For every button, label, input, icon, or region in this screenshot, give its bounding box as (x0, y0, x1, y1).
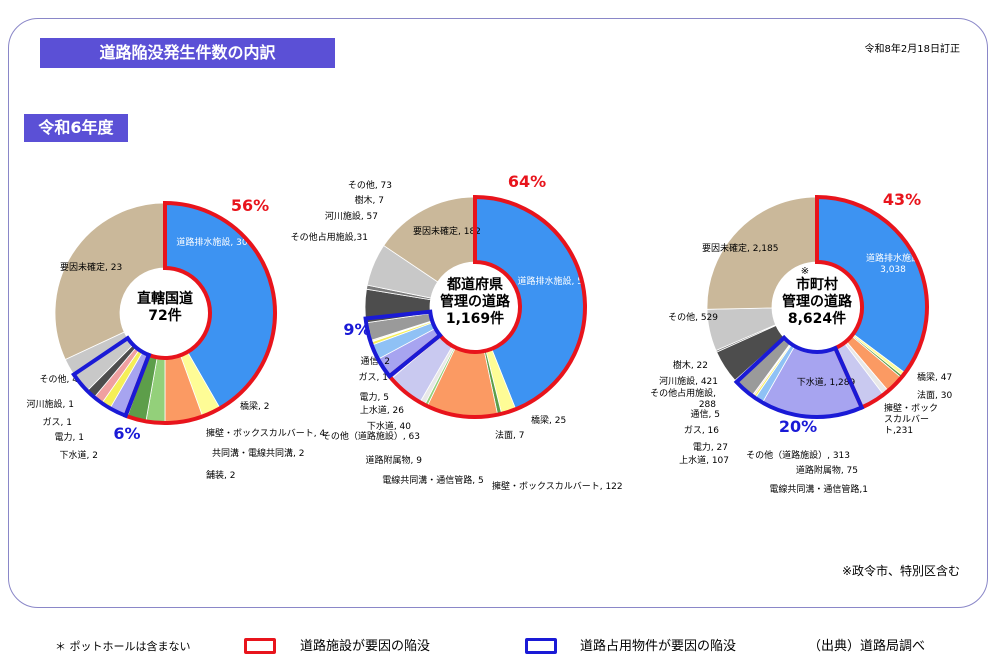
chart2-title: 都道府県管理の道路 (440, 276, 511, 310)
footnote-designated-cities: ※政令市、特別区含む (841, 564, 960, 578)
chart3-label-other_facility: その他（道路施設）, 313 (746, 449, 850, 461)
chart1-label-unknown: 要因未確定, 23 (60, 261, 122, 273)
chart2-label-other_occupancy: その他占用施設,31 (291, 231, 368, 243)
chart3-label-gas: ガス, 16 (684, 425, 719, 436)
chart3-label-sewer: 下水道, 1,289 (797, 376, 856, 388)
chart1-center-hole (120, 268, 210, 358)
chart2-label-trees: 樹木, 7 (355, 194, 384, 206)
chart3-total: 8,624件 (788, 310, 846, 327)
chart1-label-gas: ガス, 1 (43, 417, 72, 428)
page-title: 道路陥没発生件数の内訳 (40, 38, 335, 68)
source-note: （出典）道路局調べ (808, 639, 926, 654)
chart3-title: 市町村管理の道路 (782, 276, 853, 310)
chart2-occupancy-outline (363, 309, 443, 380)
chart3-label-telecom: 通信, 5 (691, 408, 720, 420)
chart3-label-other_attach: 道路附属物, 75 (796, 464, 858, 476)
chart3-label-bridge: 橋梁, 47 (917, 371, 952, 383)
legend-blue-label: 道路占用物件が要因の陥没 (580, 639, 737, 654)
chart1-occupancy-outline (71, 335, 152, 419)
chart2-label-other: その他, 73 (348, 179, 392, 191)
chart1-label-utility_conduit: 共同溝・電線共同溝, 2 (212, 447, 304, 459)
chart2-label-other_facility: その他（道路施設）, 63 (322, 430, 420, 442)
chart1-label-other: その他, 4 (40, 373, 79, 385)
chart1-label-retaining_wall: 擁壁・ボックスカルバート, 4 (206, 427, 325, 439)
chart2-occupancy-percent: 9% (343, 320, 370, 339)
chart3-label-pavement: 法面, 30 (917, 389, 952, 401)
chart2-label-sewer: 下水道, 40 (367, 420, 411, 432)
asterisk-note: ＊ ポットホールは含まない (55, 640, 191, 653)
revision-note: 令和8年2月18日訂正 (864, 44, 960, 55)
chart1-label-sewer: 下水道, 2 (60, 449, 98, 461)
chart3-label-other_occupancy: その他占用施設, 288 (650, 387, 716, 410)
chart2-label-bridge: 橋梁, 25 (531, 414, 566, 426)
chart1-total: 72件 (148, 307, 181, 324)
chart2-label-power: 電力, 5 (360, 391, 389, 403)
chart3-label-other: その他, 529 (668, 311, 718, 323)
chart1-label-pavement: 舗装, 2 (206, 469, 235, 481)
legend-blue-box (525, 638, 557, 654)
chart2-label-drain: 道路排水施設, 514 (518, 275, 595, 287)
chart2-total: 1,169件 (446, 310, 504, 327)
chart3-title-mark: ※ (801, 266, 809, 277)
chart1-facility-outline (122, 200, 277, 425)
content-frame (8, 18, 988, 608)
chart1-label-river: 河川施設, 1 (27, 398, 74, 410)
chart2-label-utility_conduit: 電線共同溝・通信管路, 5 (382, 474, 483, 486)
chart1-facility-percent: 56% (231, 196, 269, 215)
chart3-label-utility_conduit: 電線共同溝・通信管路,1 (769, 483, 868, 495)
chart1-label-power: 電力, 1 (55, 431, 84, 443)
chart1-label-drain: 道路排水施設, 30 (176, 236, 247, 248)
chart2-label-other_attach: 道路附属物, 9 (366, 454, 423, 466)
chart3-label-trees: 樹木, 22 (673, 359, 708, 371)
chart3-label-river: 河川施設, 421 (659, 375, 718, 387)
chart1-title: 直轄国道 (137, 290, 193, 307)
chart3-label-drain: 道路排水施設 3,038 (866, 252, 920, 275)
chart3-center-hole (772, 262, 862, 352)
chart2-label-water: 上水道, 26 (360, 404, 404, 416)
fiscal-year-label: 令和6年度 (24, 114, 128, 142)
chart3-label-power: 電力, 27 (693, 441, 728, 453)
chart1-occupancy-percent: 6% (113, 424, 140, 443)
chart2-label-gas: ガス, 1 (359, 372, 388, 383)
legend-red-label: 道路施設が要因の陥没 (300, 639, 431, 654)
chart2-label-river: 河川施設, 57 (325, 210, 378, 222)
chart2-facility-percent: 64% (508, 172, 546, 191)
footer-legend: ＊ ポットホールは含まない 道路施設が要因の陥没 道路占用物件が要因の陥没 （出… (0, 634, 1000, 660)
chart3-facility-percent: 43% (883, 190, 921, 209)
chart3-occupancy-outline (733, 334, 865, 419)
chart2-center-hole (430, 262, 520, 352)
chart3-facility-outline (815, 194, 929, 411)
chart2-facility-outline (386, 194, 587, 419)
chart2-label-retaining_wall: 擁壁・ボックスカルバート, 122 (492, 480, 623, 492)
chart2-label-unknown: 要因未確定, 182 (413, 225, 481, 237)
chart3-label-unknown: 要因未確定, 2,185 (702, 242, 779, 254)
chart3-label-retaining_wall: 擁壁・ボックスカルバート,231 (884, 402, 938, 436)
chart3-occupancy-percent: 20% (779, 417, 817, 436)
chart1-label-bridge: 橋梁, 2 (240, 400, 269, 412)
chart2-label-pavement: 法面, 7 (495, 429, 524, 441)
chart3-label-water: 上水道, 107 (679, 454, 729, 466)
legend-red-box (244, 638, 276, 654)
